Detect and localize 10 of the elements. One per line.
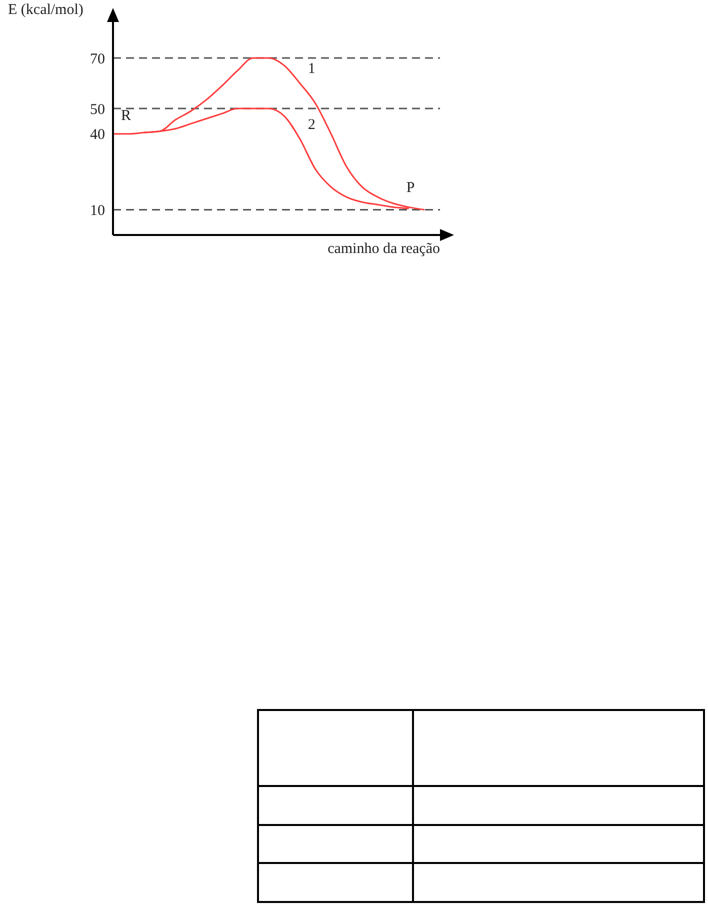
y-tick-label: 50 bbox=[90, 102, 105, 118]
x-axis-title: caminho da reação bbox=[328, 241, 440, 258]
y-tick-label: 10 bbox=[90, 203, 105, 220]
series-label: 1 bbox=[308, 61, 316, 78]
annotation: R bbox=[121, 108, 132, 125]
annotation: P bbox=[406, 180, 415, 197]
y-tick-label: 40 bbox=[90, 127, 105, 144]
y-axis-title: E (kcal/mol) bbox=[8, 2, 84, 19]
y-tick-label: 70 bbox=[90, 51, 105, 68]
series-label: 2 bbox=[308, 116, 316, 133]
